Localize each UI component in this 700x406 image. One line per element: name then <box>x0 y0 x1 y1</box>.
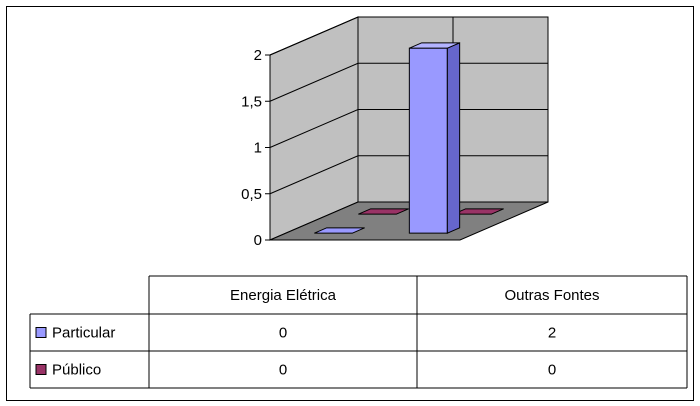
table-category-header: Energia Elétrica <box>230 287 337 304</box>
bar-particular-1 <box>314 227 365 234</box>
y-tick-label: 1 <box>254 140 262 157</box>
bar-publico-1 <box>358 208 409 215</box>
legend-key <box>35 364 47 375</box>
y-tick-label: 1,5 <box>241 93 262 110</box>
legend-label: Público <box>52 362 101 379</box>
y-tick-label: 0,5 <box>241 186 262 203</box>
table-value: 0 <box>279 325 287 342</box>
bar-publico-2 <box>453 208 504 215</box>
table-category-header: Outras Fontes <box>504 287 599 304</box>
gridline <box>269 62 548 102</box>
legend-label: Particular <box>52 325 115 342</box>
bar-particular-2 <box>408 47 448 234</box>
table-value: 0 <box>548 362 556 379</box>
y-tick-label: 0 <box>254 232 262 249</box>
gridline <box>269 109 548 148</box>
y-tick-label: 2 <box>254 47 262 64</box>
gridline <box>269 16 548 56</box>
table-value: 0 <box>279 362 287 379</box>
legend-key <box>35 327 47 338</box>
table-value: 2 <box>548 325 556 342</box>
bar-particular-2-side <box>446 42 461 234</box>
bar-particular-2-top <box>409 42 460 49</box>
gridline <box>269 155 548 195</box>
